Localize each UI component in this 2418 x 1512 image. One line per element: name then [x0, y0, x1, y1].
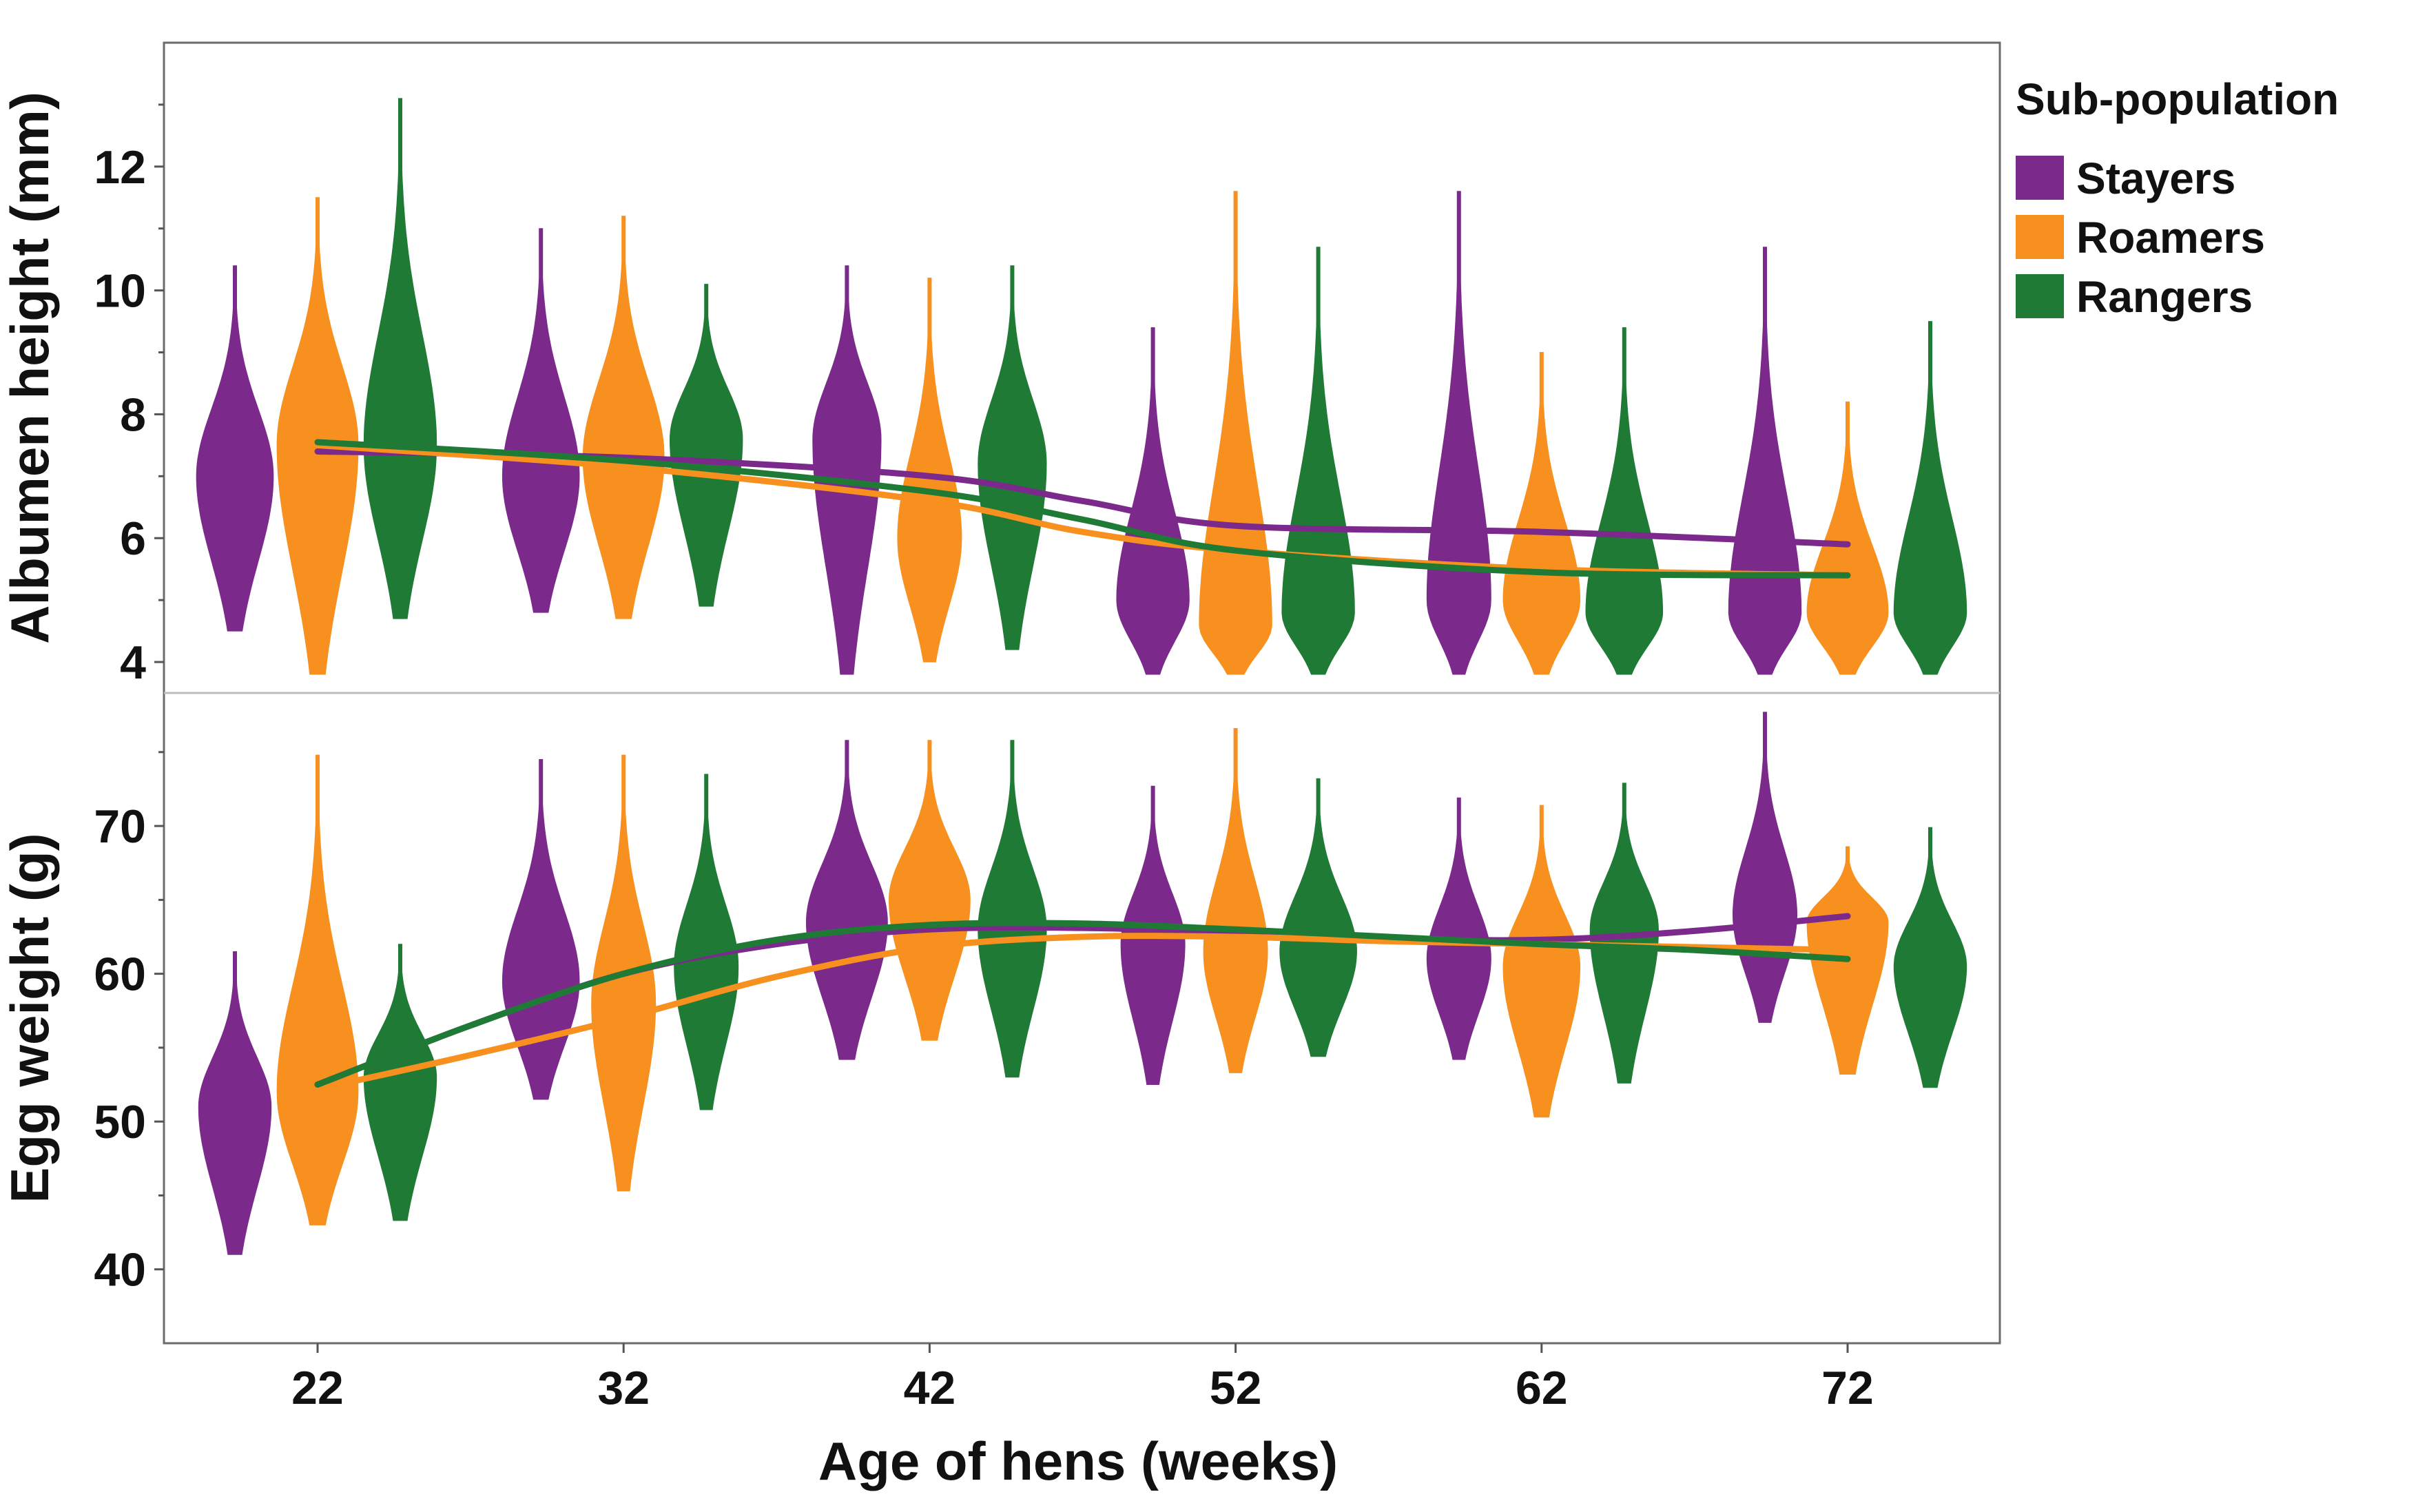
violin-rangers-52: [1279, 778, 1357, 1057]
legend-label-rangers: Rangers: [2076, 272, 2253, 322]
violin-stayers-32: [502, 228, 580, 613]
violin-rangers-42: [978, 265, 1047, 650]
x-axis: 22 32 42 52 62 72: [291, 1343, 1874, 1414]
legend-title: Sub-population: [2016, 74, 2339, 124]
y-tick-label-50: 50: [94, 1096, 146, 1148]
trend-line-rangers: [314, 439, 1851, 579]
violin-roamers-62: [1502, 805, 1581, 1118]
violin-roamers-42: [897, 278, 962, 663]
violin-roamers-42: [888, 740, 971, 1041]
y-tick-label-70: 70: [94, 800, 146, 853]
x-tick-label-42: 42: [904, 1362, 956, 1414]
violin-roamers-32: [582, 216, 665, 619]
violin-stayers-22: [198, 951, 272, 1255]
x-axis-title: Age of hens (weeks): [818, 1431, 1338, 1491]
violin-rangers-72: [1893, 827, 1967, 1088]
violin-roamers-52: [1203, 728, 1268, 1073]
x-tick-label-32: 32: [597, 1362, 650, 1414]
legend: Sub-population Stayers Roamers Rangers: [2016, 74, 2339, 322]
legend-swatch-stayers: [2016, 156, 2064, 200]
violin-roamers-22: [276, 197, 359, 675]
x-tick-label-52: 52: [1210, 1362, 1262, 1414]
violin-roamers-72: [1806, 401, 1889, 675]
egg-weight-y-axis-title: Egg weight (g): [0, 833, 60, 1203]
panel-albumen-height: 4 6 8 10 12: [94, 98, 1967, 689]
legend-items: Stayers Roamers Rangers: [2016, 154, 2265, 322]
egg-weight-y-axis: 40 50 60 70: [94, 751, 164, 1296]
legend-swatch-roamers: [2016, 215, 2064, 259]
violin-stayers-62: [1426, 191, 1491, 675]
y-tick-label-40: 40: [94, 1244, 146, 1296]
x-tick-label-72: 72: [1821, 1362, 1874, 1414]
x-tick-label-22: 22: [291, 1362, 344, 1414]
y-tick-label-12: 12: [94, 141, 146, 194]
violin-rangers-72: [1893, 321, 1967, 675]
violin-stayers-72: [1733, 712, 1797, 1023]
y-tick-label-60: 60: [94, 949, 146, 1001]
albumen-trend-lines: [314, 439, 1851, 579]
egg-weight-trend-lines: [314, 913, 1851, 1092]
albumen-y-axis: 4 6 8 10 12: [94, 103, 164, 689]
y-tick-label-4: 4: [120, 636, 146, 689]
violin-rangers-62: [1585, 327, 1664, 675]
violin-stayers-22: [196, 265, 274, 632]
violin-rangers-42: [978, 740, 1047, 1078]
violin-stayers-62: [1426, 797, 1491, 1060]
legend-label-roamers: Roamers: [2076, 213, 2265, 262]
y-tick-label-10: 10: [94, 265, 146, 318]
y-tick-label-6: 6: [120, 512, 146, 565]
violin-stayers-72: [1728, 247, 1802, 675]
violin-stayers-52: [1116, 327, 1190, 675]
violin-rangers-32: [669, 284, 743, 607]
legend-label-stayers: Stayers: [2076, 154, 2235, 203]
panel-egg-weight: 40 50 60 70: [94, 712, 1967, 1296]
violin-rangers-22: [363, 944, 437, 1221]
x-tick-label-62: 62: [1516, 1362, 1568, 1414]
trend-line-rangers: [314, 920, 1851, 1088]
albumen-y-axis-title: Albumen height (mm): [0, 92, 60, 644]
y-tick-label-8: 8: [120, 389, 146, 441]
legend-swatch-rangers: [2016, 274, 2064, 318]
